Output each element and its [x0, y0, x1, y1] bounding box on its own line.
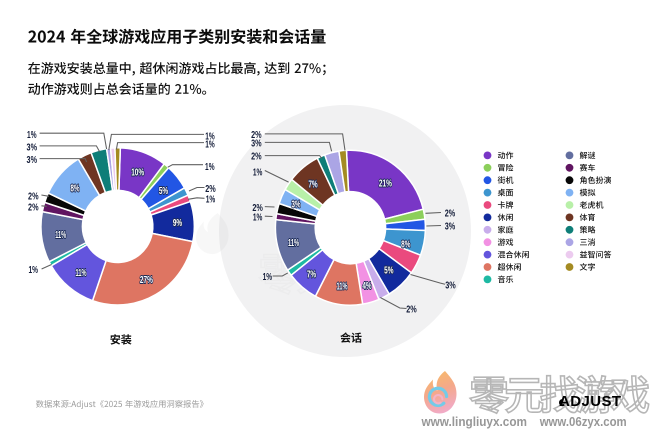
svg-text:3%: 3%: [291, 199, 301, 211]
svg-text:1%: 1%: [205, 161, 215, 173]
svg-text:5%: 5%: [384, 264, 394, 276]
svg-text:2%: 2%: [28, 202, 39, 214]
svg-text:1%: 1%: [206, 193, 216, 205]
svg-text:2%: 2%: [252, 202, 263, 214]
svg-text:2%: 2%: [251, 151, 262, 163]
svg-text:2%: 2%: [406, 303, 417, 315]
svg-text:1%: 1%: [205, 139, 215, 151]
svg-text:7%: 7%: [308, 178, 318, 190]
svg-text:10%: 10%: [131, 166, 144, 178]
svg-text:9%: 9%: [173, 217, 183, 229]
svg-text:8%: 8%: [70, 183, 80, 195]
svg-text:www.06zyx.com: www.06zyx.com: [539, 414, 627, 429]
svg-text:2%: 2%: [445, 207, 456, 219]
svg-text:4%: 4%: [362, 280, 372, 292]
svg-text:21%: 21%: [379, 178, 392, 190]
svg-text:3%: 3%: [251, 137, 262, 149]
svg-text:3%: 3%: [27, 141, 38, 153]
svg-text:7%: 7%: [307, 268, 317, 280]
svg-text:27%: 27%: [140, 274, 153, 286]
svg-text:3%: 3%: [27, 154, 38, 166]
svg-text:8%: 8%: [401, 238, 411, 250]
svg-text:ADJUST: ADJUST: [559, 393, 621, 410]
svg-text:1%: 1%: [28, 264, 38, 276]
svg-text:11%: 11%: [55, 229, 66, 241]
svg-text:1%: 1%: [253, 211, 263, 223]
svg-text:www.lingliuyx.com: www.lingliuyx.com: [421, 414, 527, 429]
svg-text:2%: 2%: [251, 129, 262, 141]
svg-text:5%: 5%: [159, 185, 169, 197]
svg-text:11%: 11%: [76, 267, 87, 279]
svg-text:2%: 2%: [28, 190, 39, 202]
svg-text:3%: 3%: [445, 220, 456, 232]
svg-text:1%: 1%: [263, 271, 273, 283]
svg-text:1%: 1%: [253, 166, 263, 178]
svg-text:1%: 1%: [27, 129, 37, 141]
svg-text:1%: 1%: [205, 130, 215, 142]
svg-text:11%: 11%: [337, 280, 348, 292]
svg-text:11%: 11%: [288, 237, 299, 249]
svg-text:2%: 2%: [205, 183, 216, 195]
svg-text:3%: 3%: [445, 279, 456, 291]
